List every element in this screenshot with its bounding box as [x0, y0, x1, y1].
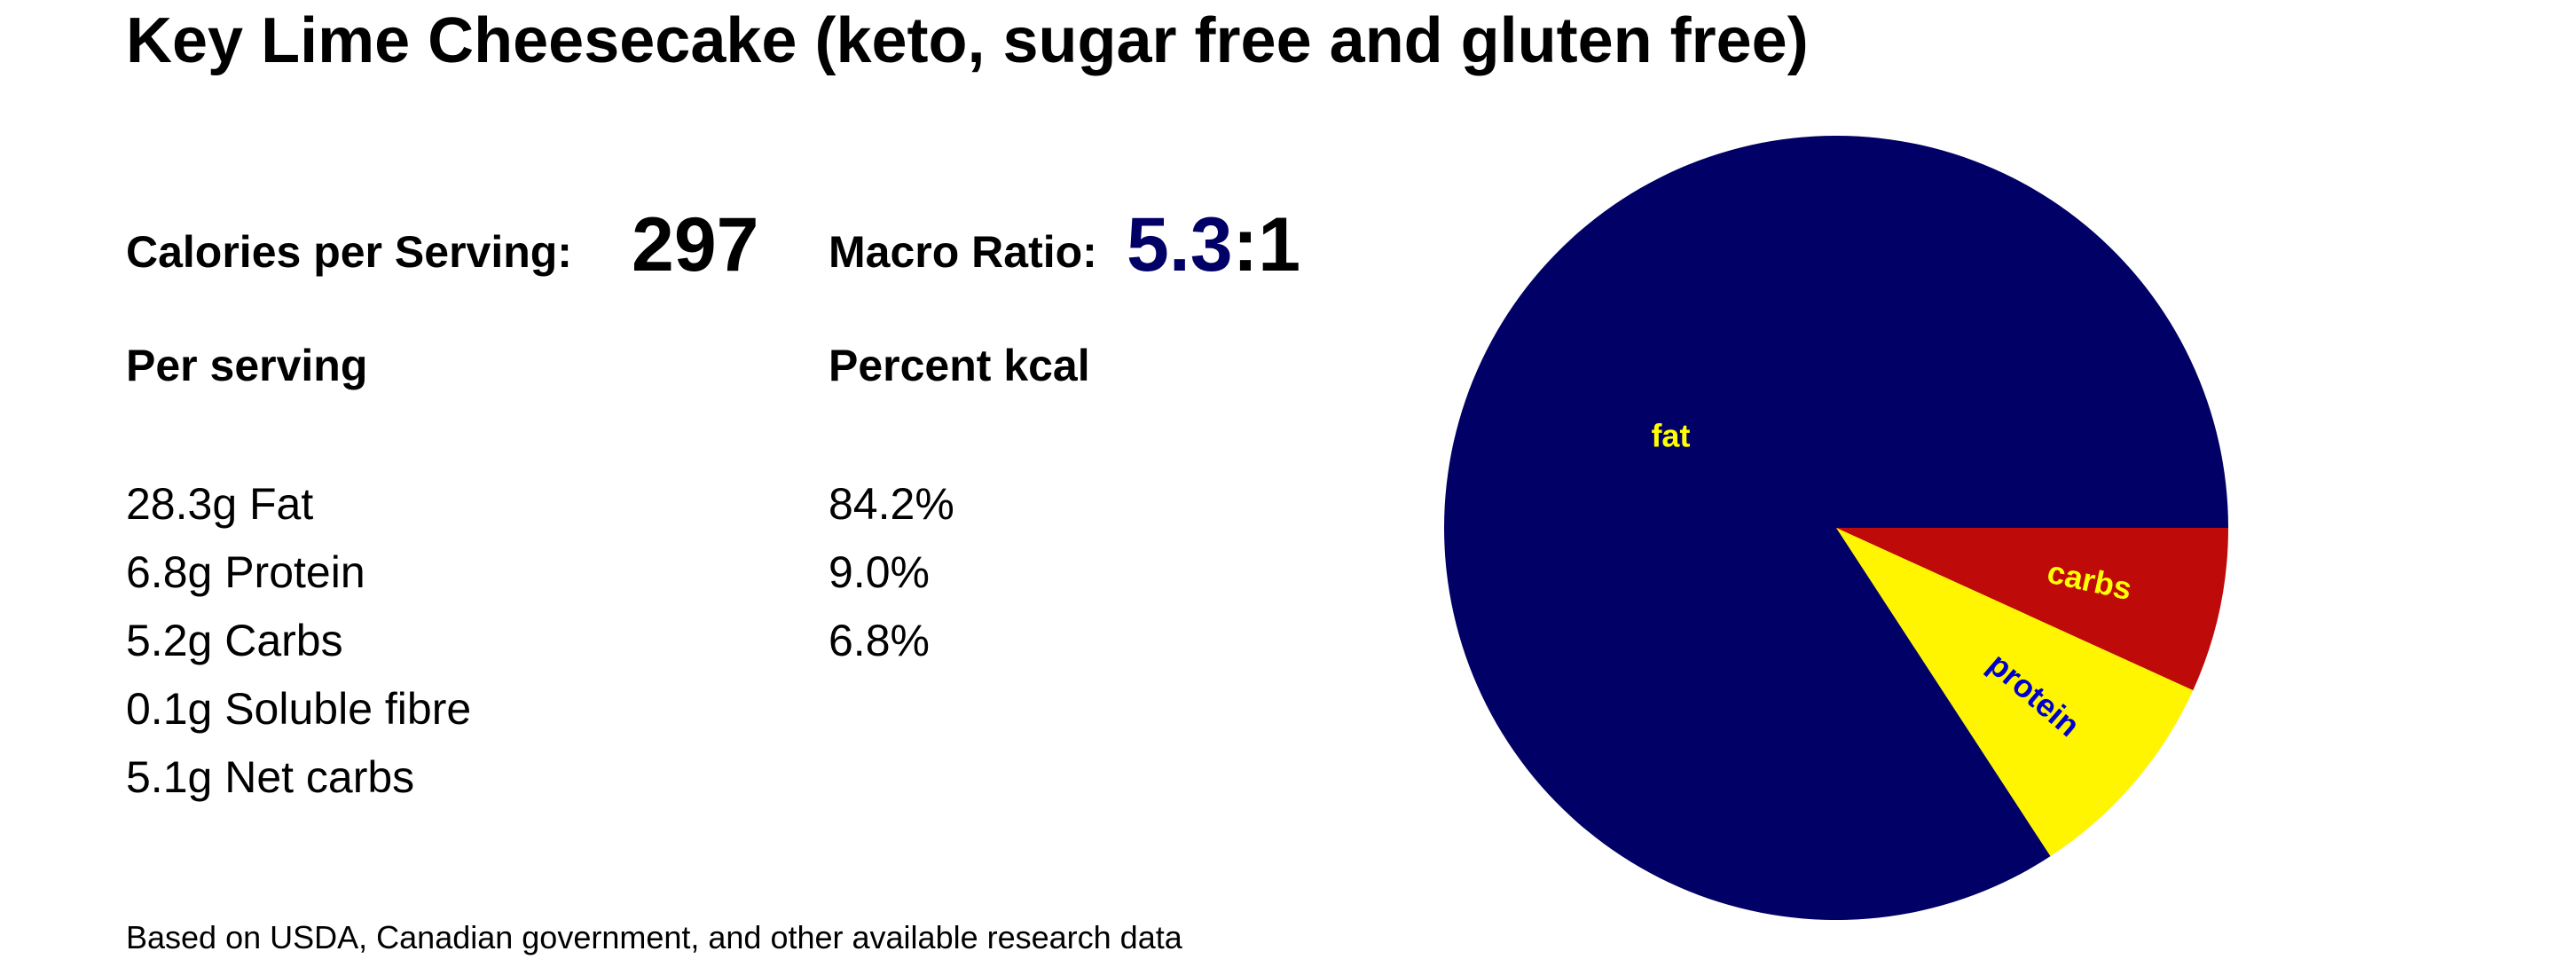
pie-slice-fat: [1444, 135, 2228, 920]
macro-ratio-value: 5.3:1: [1127, 202, 1300, 287]
percent-kcal-row-carbs: 6.8%: [829, 616, 930, 665]
macro-ratio-label: Macro Ratio:: [829, 227, 1097, 277]
percent-kcal-row-protein: 9.0%: [829, 547, 930, 597]
calories-value: 297: [632, 202, 759, 287]
macro-ratio-suffix: :1: [1232, 202, 1301, 287]
pie-label-fat: fat: [1651, 417, 1690, 453]
per-serving-row-net-carbs: 5.1g Net carbs: [126, 752, 415, 802]
calories-label: Calories per Serving:: [126, 227, 572, 277]
per-serving-row-protein: 6.8g Protein: [126, 547, 365, 597]
per-serving-row-soluble-fibre: 0.1g Soluble fibre: [126, 684, 472, 734]
per-serving-row-carbs: 5.2g Carbs: [126, 616, 343, 665]
page-title: Key Lime Cheesecake (keto, sugar free an…: [126, 5, 1809, 76]
per-serving-heading: Per serving: [126, 341, 368, 390]
per-serving-row-fat: 28.3g Fat: [126, 479, 314, 529]
pie-slice-carbs: [1836, 528, 2228, 691]
pie-slice-protein: [1836, 528, 2194, 857]
source-footnote: Based on USDA, Canadian government, and …: [126, 919, 1182, 955]
macro-ratio-number: 5.3: [1127, 202, 1233, 287]
percent-kcal-heading: Percent kcal: [829, 341, 1090, 390]
percent-kcal-row-fat: 84.2%: [829, 479, 954, 529]
